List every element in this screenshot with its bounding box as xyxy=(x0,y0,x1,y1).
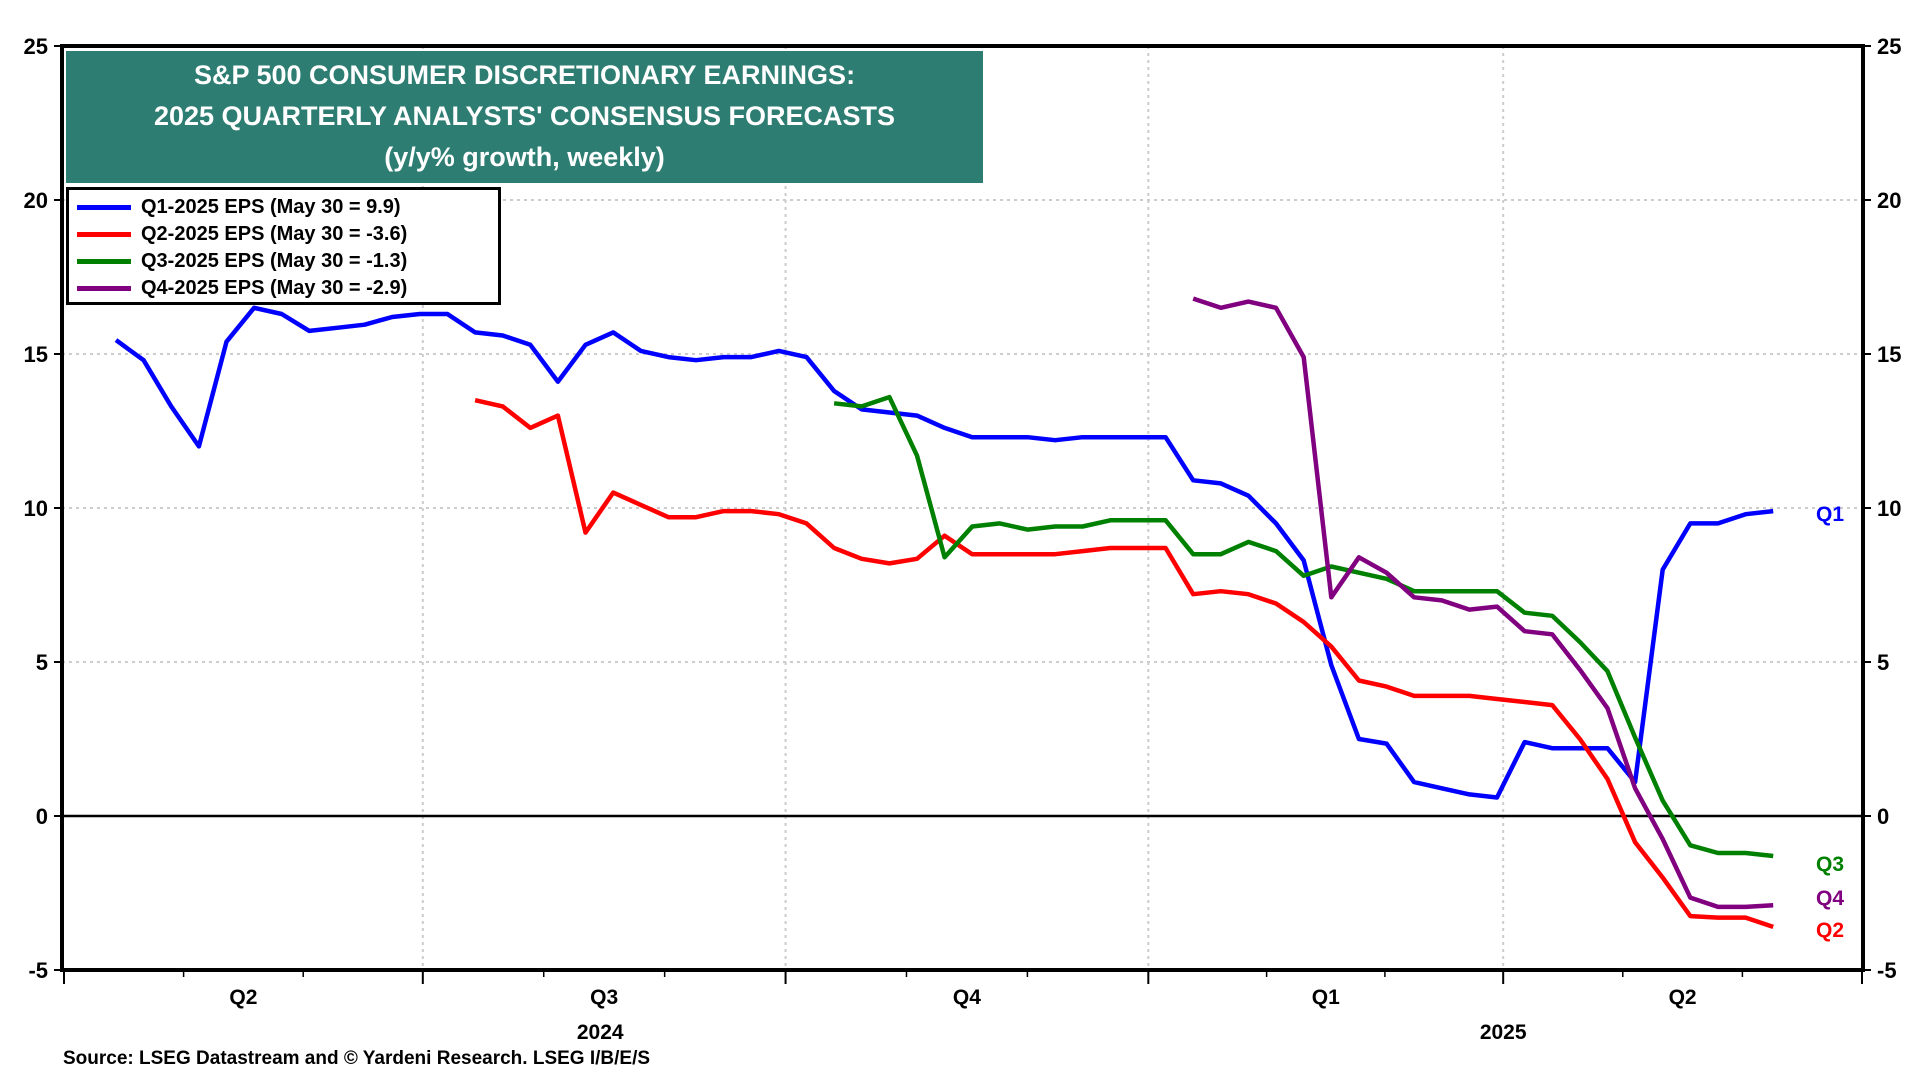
x-axis: Q2 Q3 Q4 Q1 Q2 2024 2025 xyxy=(63,970,1863,1044)
y-tick-label-left: 10 xyxy=(24,496,48,521)
x-tick-label-quarter: Q1 xyxy=(1312,986,1340,1009)
legend-item-q4: Q4-2025 EPS (May 30 = -2.9) xyxy=(77,275,498,302)
axes xyxy=(60,44,1865,972)
y-tick-label-right: 25 xyxy=(1877,34,1901,59)
legend-label-q4: Q4-2025 EPS (May 30 = -2.9) xyxy=(141,277,408,299)
series-line-q4 xyxy=(1192,296,1774,910)
legend-item-q3: Q3-2025 EPS (May 30 = -1.3) xyxy=(77,248,498,275)
chart-subtitle: (y/y% growth, weekly) xyxy=(384,142,665,172)
y-tick-label-right: -5 xyxy=(1877,958,1897,983)
legend-swatch-q3 xyxy=(77,259,131,264)
x-tick-label-quarter: Q2 xyxy=(1669,986,1697,1009)
series-lines xyxy=(114,296,1774,930)
legend-item-q2: Q2-2025 EPS (May 30 = -3.6) xyxy=(77,221,498,248)
x-tick-label-quarter: Q4 xyxy=(953,986,981,1009)
y-tick-label-right: 10 xyxy=(1877,496,1901,521)
x-tick-label-year: 2024 xyxy=(577,1021,624,1044)
chart-title-line-1: S&P 500 CONSUMER DISCRETIONARY EARNINGS: xyxy=(193,60,856,90)
legend: Q1-2025 EPS (May 30 = 9.9) Q2-2025 EPS (… xyxy=(66,187,501,305)
legend-swatch-q4 xyxy=(77,286,131,291)
legend-item-q1: Q1-2025 EPS (May 30 = 9.9) xyxy=(77,194,498,221)
chart-title-box: S&P 500 CONSUMER DISCRETIONARY EARNINGS:… xyxy=(66,51,983,183)
grid-lines xyxy=(62,46,1863,970)
y-tick-label-left: 15 xyxy=(24,342,48,367)
end-label-q3: Q3 xyxy=(1816,853,1844,876)
end-label-q1: Q1 xyxy=(1816,503,1844,526)
legend-label-q1: Q1-2025 EPS (May 30 = 9.9) xyxy=(141,196,401,218)
y-tick-label-right: 20 xyxy=(1877,188,1901,213)
y-tick-label-left: 25 xyxy=(24,34,48,59)
legend-swatch-q1 xyxy=(77,205,131,210)
y-axis-left: -5 0 5 10 15 20 25 xyxy=(24,34,62,983)
y-tick-label-right: 15 xyxy=(1877,342,1901,367)
y-axis-right: -5 0 5 10 15 20 25 xyxy=(1863,34,1901,983)
series-end-labels: Q1 Q3 Q4 Q2 xyxy=(1816,503,1844,942)
x-tick-label-quarter: Q3 xyxy=(590,986,618,1009)
chart-title-line-2: 2025 QUARTERLY ANALYSTS' CONSENSUS FOREC… xyxy=(153,101,896,131)
series-line-q2 xyxy=(474,398,1774,930)
series-line-q3 xyxy=(833,394,1774,859)
end-label-q4: Q4 xyxy=(1816,887,1844,910)
source-note: Source: LSEG Datastream and © Yardeni Re… xyxy=(63,1048,651,1069)
legend-label-q3: Q3-2025 EPS (May 30 = -1.3) xyxy=(141,250,408,272)
y-tick-label-left: 20 xyxy=(24,188,48,213)
legend-swatch-q2 xyxy=(77,232,131,237)
y-tick-label-left: -5 xyxy=(28,958,48,983)
x-tick-label-year: 2025 xyxy=(1480,1021,1527,1044)
y-tick-label-left: 0 xyxy=(36,804,48,829)
y-tick-label-right: 0 xyxy=(1877,804,1889,829)
x-tick-label-quarter: Q2 xyxy=(229,986,257,1009)
plot-frame xyxy=(60,44,1865,972)
y-tick-label-left: 5 xyxy=(36,650,48,675)
y-tick-label-right: 5 xyxy=(1877,650,1889,675)
legend-label-q2: Q2-2025 EPS (May 30 = -3.6) xyxy=(141,223,408,245)
end-label-q2: Q2 xyxy=(1816,919,1844,942)
series-line-q1 xyxy=(114,305,1774,800)
